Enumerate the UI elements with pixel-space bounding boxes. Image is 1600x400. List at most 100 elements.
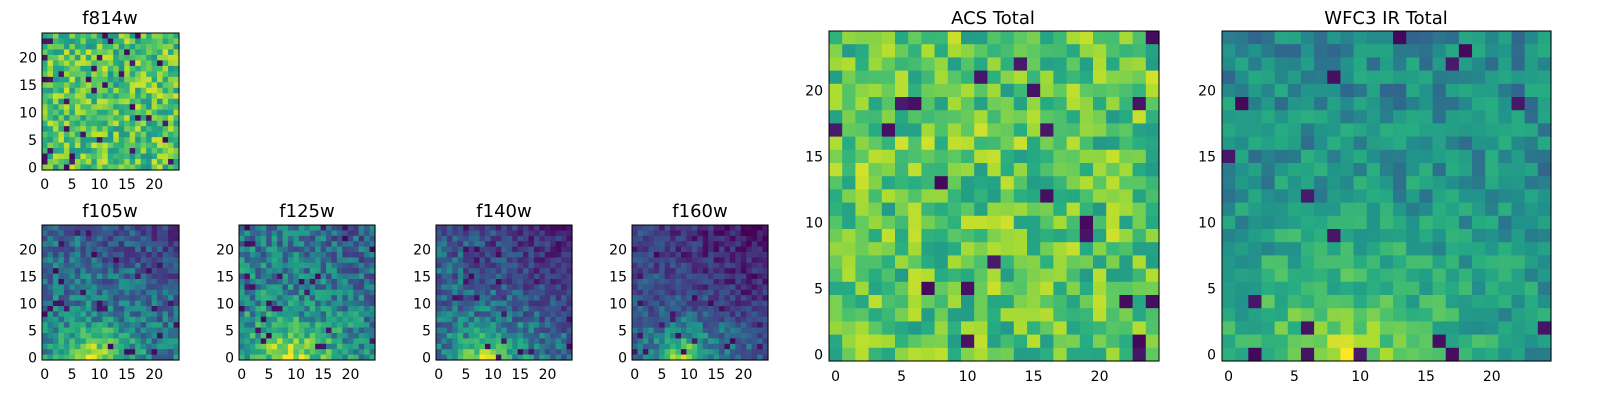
- heatmap-cell: [271, 230, 278, 237]
- heatmap-cell: [463, 252, 470, 258]
- heatmap-cell: [881, 31, 896, 45]
- heatmap-cell: [58, 354, 65, 361]
- heatmap-cell: [517, 316, 524, 323]
- heatmap-cell: [1027, 242, 1041, 256]
- heatmap-cell: [1327, 189, 1342, 204]
- heatmap-cell: [173, 225, 180, 231]
- heatmap-cell: [69, 273, 76, 280]
- heatmap-cell: [686, 257, 693, 264]
- heatmap-cell: [642, 322, 649, 329]
- heatmap-cell: [1119, 110, 1134, 124]
- heatmap-cell: [697, 322, 704, 329]
- heatmap-cell: [751, 289, 758, 296]
- heatmap-cell: [52, 38, 60, 45]
- heatmap-cell: [1353, 281, 1368, 296]
- heatmap-cell: [1274, 70, 1289, 85]
- heatmap-cell: [157, 82, 164, 89]
- heatmap-cell: [702, 246, 709, 253]
- heatmap-cell: [528, 311, 535, 318]
- heatmap-cell: [1458, 97, 1473, 111]
- heatmap-cell: [1106, 110, 1120, 124]
- heatmap-cell: [664, 311, 671, 318]
- heatmap-cell: [544, 235, 551, 242]
- heatmap-cell: [85, 262, 92, 269]
- heatmap-cell: [336, 273, 343, 280]
- heatmap-cell: [566, 338, 573, 345]
- heatmap-cell: [342, 230, 349, 237]
- heatmap-cell: [842, 229, 856, 243]
- heatmap-cell: [463, 284, 470, 291]
- heatmap-cell: [107, 306, 114, 312]
- heatmap-cell: [1248, 83, 1263, 98]
- heatmap-cell: [1222, 70, 1236, 85]
- heatmap-cell: [1079, 202, 1094, 217]
- heatmap-cell: [293, 300, 300, 307]
- heatmap-cell: [85, 159, 92, 166]
- heatmap-cell: [1287, 136, 1302, 151]
- heatmap-cell: [140, 131, 147, 138]
- heatmap-cell: [961, 321, 975, 336]
- heatmap-cell: [80, 137, 87, 144]
- x-tick-label: 20: [145, 367, 163, 383]
- heatmap-cell: [347, 289, 354, 296]
- heatmap-cell: [474, 300, 481, 307]
- heatmap-cell: [287, 273, 294, 280]
- heatmap-cell: [757, 354, 764, 361]
- heatmap-cell: [680, 327, 687, 334]
- heatmap-cell: [74, 225, 81, 231]
- heatmap-cell: [91, 33, 98, 40]
- heatmap-cell: [80, 252, 87, 258]
- heatmap-cell: [255, 257, 262, 264]
- heatmap-cell: [58, 43, 65, 51]
- heatmap-cell: [157, 257, 164, 264]
- heatmap-cell: [364, 354, 371, 361]
- heatmap-cell: [173, 241, 180, 248]
- heatmap-cell: [85, 87, 92, 94]
- heatmap-cell: [1445, 281, 1460, 296]
- heatmap-cell: [1511, 123, 1526, 138]
- heatmap-cell: [501, 316, 508, 323]
- heatmap-cell: [1524, 347, 1539, 362]
- heatmap-cell: [751, 322, 758, 329]
- heatmap-cell: [266, 289, 273, 296]
- heatmap-cell: [315, 225, 322, 231]
- heatmap-cell: [309, 262, 316, 269]
- heatmap-cell: [173, 257, 180, 264]
- heatmap-cell: [436, 343, 443, 350]
- heatmap-cell: [484, 354, 491, 361]
- heatmap-cell: [713, 338, 720, 345]
- heatmap-cell: [1248, 110, 1263, 124]
- heatmap-cell: [239, 333, 246, 339]
- heatmap-cell: [1000, 163, 1015, 177]
- heatmap-cell: [1053, 308, 1068, 322]
- heatmap-cell: [1300, 215, 1315, 230]
- heatmap-cell: [490, 289, 497, 296]
- heatmap-cell: [1445, 295, 1460, 309]
- heatmap-cell: [113, 164, 120, 171]
- heatmap-cell: [364, 257, 371, 264]
- heatmap-cell: [566, 306, 573, 312]
- heatmap-cell: [168, 104, 175, 111]
- heatmap-cell: [934, 136, 949, 151]
- heatmap-cell: [277, 225, 284, 231]
- heatmap-cell: [96, 284, 103, 291]
- heatmap-cell: [107, 257, 114, 264]
- heatmap-cell: [1537, 110, 1552, 124]
- heatmap-cell: [724, 338, 731, 345]
- heatmap-cell: [1353, 308, 1368, 322]
- heatmap-cell: [249, 241, 256, 248]
- heatmap-cell: [1314, 136, 1328, 151]
- heatmap-cell: [85, 115, 92, 122]
- heatmap-cell: [1379, 215, 1394, 230]
- heatmap-cell: [309, 322, 316, 329]
- heatmap-cell: [842, 149, 856, 164]
- heatmap-cell: [762, 262, 769, 269]
- heatmap-cell: [1000, 57, 1015, 72]
- heatmap-cell: [1040, 97, 1054, 111]
- heatmap-cell: [168, 38, 175, 45]
- heatmap-cell: [129, 241, 136, 248]
- heatmap-cell: [1093, 31, 1107, 45]
- heatmap-cell: [724, 230, 731, 237]
- heatmap-cell: [1458, 242, 1473, 256]
- heatmap-cell: [1524, 136, 1539, 151]
